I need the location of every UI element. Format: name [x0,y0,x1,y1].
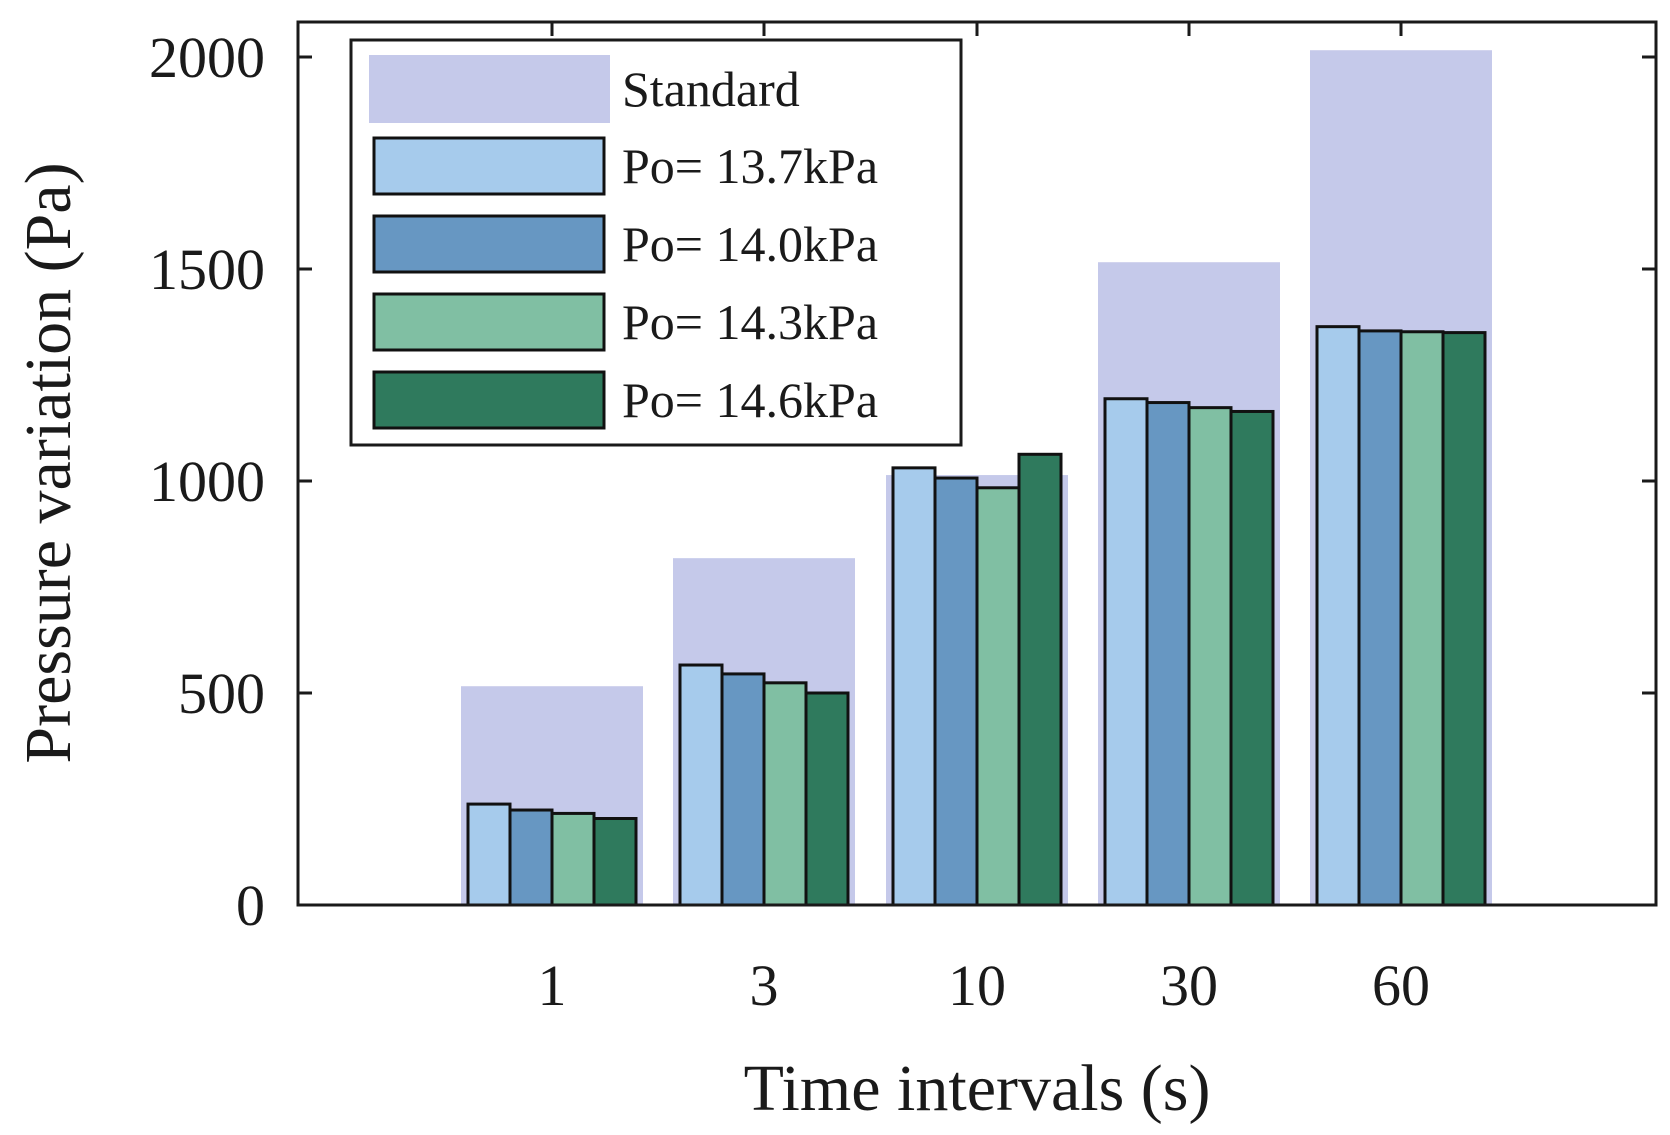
legend-label: Po= 14.6kPa [622,372,878,428]
bar-Po14-3kPa-t10 [975,486,1021,907]
legend-swatch [372,214,606,274]
y-tick-label: 0 [236,873,265,938]
x-tick-label: 30 [1160,953,1218,1018]
x-axis: 1 3 10 30 60 [538,22,1430,1018]
y-tick-label: 1500 [149,237,265,302]
legend: Standard Po= 13.7kPa Po= 14.0kPa Po= 14.3kP… [349,38,963,447]
y-tick-label: 500 [178,661,265,726]
bar-Po13-7kPa-t60 [1315,325,1361,907]
bar-Po14-3kPa-t60 [1399,330,1445,907]
bar-Po14-0kPa-t10 [933,476,979,907]
bar-Po13-7kPa-t3 [678,663,724,907]
legend-label: Po= 14.0kPa [622,216,878,272]
x-tick-label: 60 [1372,953,1430,1018]
bar-Po14-0kPa-t3 [720,672,766,907]
bar-Po14-3kPa-t30 [1187,406,1233,907]
x-tick-label: 3 [750,953,779,1018]
y-tick-label: 2000 [149,25,265,90]
bar-Po14-0kPa-t30 [1145,401,1191,907]
bar-Po14-6kPa-t10 [1017,452,1063,907]
bar-Po14-6kPa-t1 [592,817,638,907]
x-axis-label: Time intervals (s) [744,1052,1211,1125]
y-axis-label: Pressure variation (Pa) [12,162,85,763]
bar-Po14-3kPa-t1 [550,811,596,907]
bar-Po13-7kPa-t10 [891,466,937,907]
bar-Po14-6kPa-t3 [804,691,850,907]
bar-Po14-6kPa-t60 [1441,331,1487,907]
bar-Po14-0kPa-t60 [1357,329,1403,907]
y-axis: 0 500 1000 1500 2000 [149,25,1656,938]
legend-swatch [372,370,606,430]
legend-swatch [372,136,606,196]
y-tick-label: 1000 [149,449,265,514]
bar-Po14-0kPa-t1 [508,808,554,907]
x-tick-label: 10 [948,953,1006,1018]
legend-label: Po= 13.7kPa [622,138,878,194]
bar-Po13-7kPa-t30 [1103,397,1149,907]
x-tick-label: 1 [538,953,567,1018]
legend-swatch [372,292,606,352]
bar-Po14-6kPa-t30 [1229,409,1275,907]
bar-Po13-7kPa-t1 [466,802,512,907]
legend-label: Standard [622,61,800,117]
bar-Po14-3kPa-t3 [762,681,808,907]
legend-swatch-standard [369,55,610,123]
series-bars [466,325,1487,907]
legend-label: Po= 14.3kPa [622,294,878,350]
